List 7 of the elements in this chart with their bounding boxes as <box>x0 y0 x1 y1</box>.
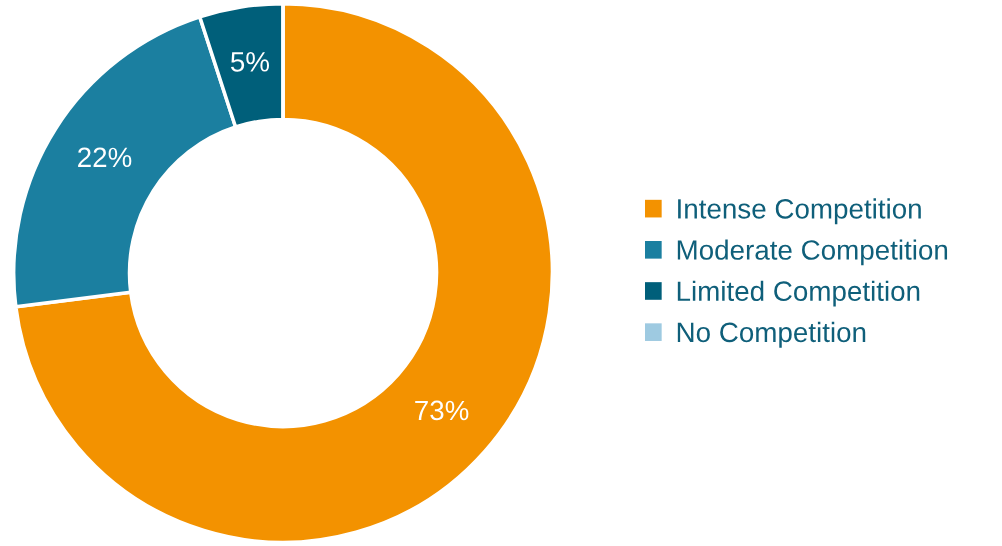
data-label: 5% <box>230 52 270 72</box>
legend-label: Limited Competition <box>677 280 920 307</box>
data-label: 73% <box>415 400 469 421</box>
legend-label: No Competition <box>677 321 866 348</box>
legend-label: Moderate Competition <box>677 239 948 266</box>
legend-label: Intense Competition <box>678 198 921 225</box>
data-label: 22% <box>78 147 132 168</box>
